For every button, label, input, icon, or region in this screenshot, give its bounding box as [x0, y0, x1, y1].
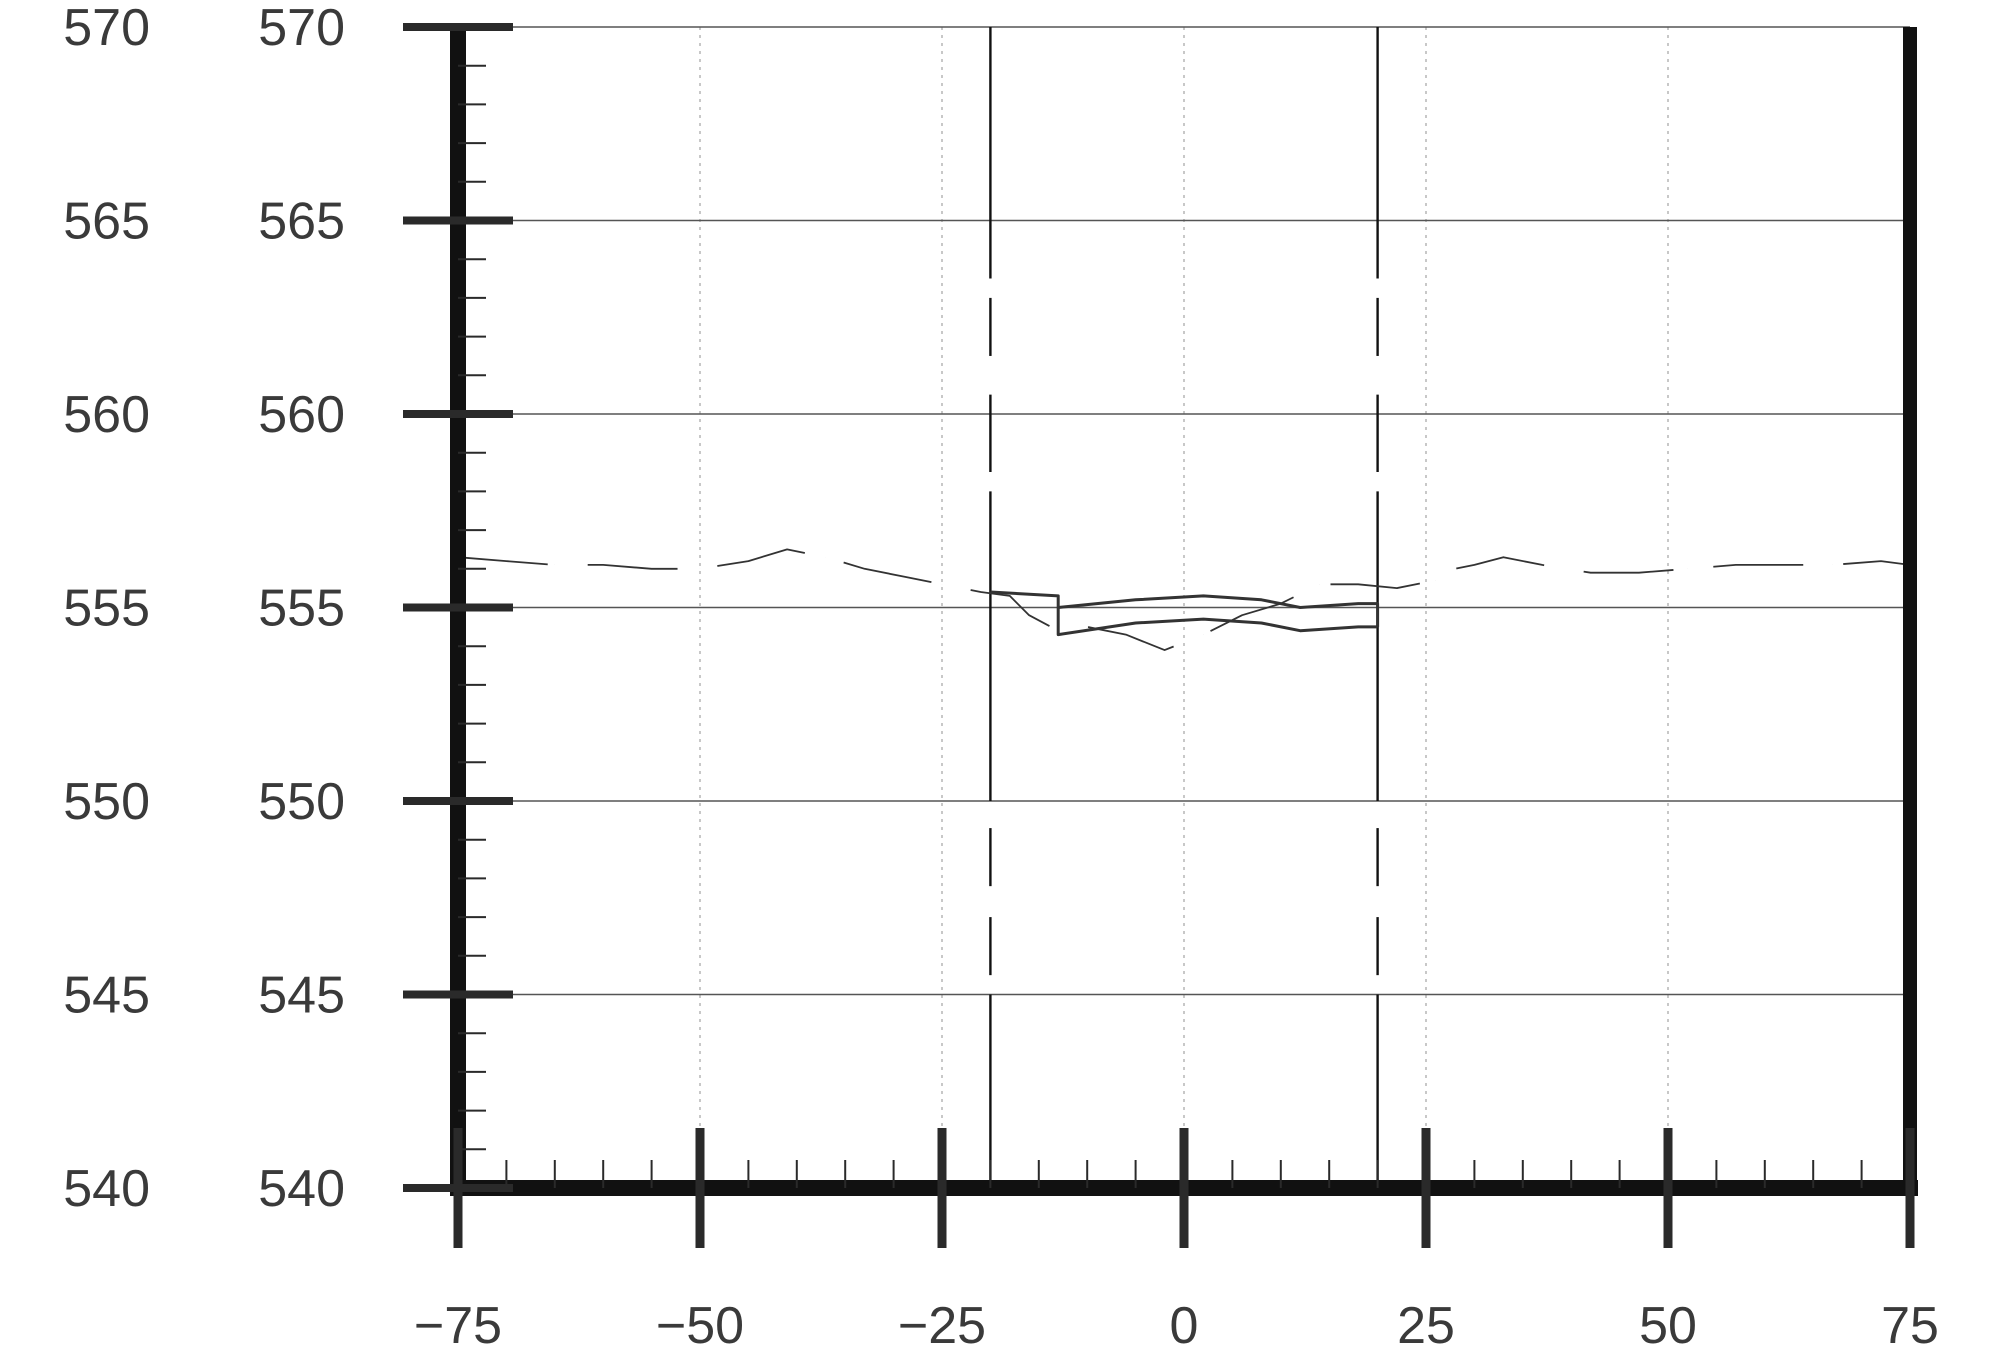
y-tick-label-outer: 560 — [63, 386, 150, 444]
y-tick-label-outer: 550 — [63, 773, 150, 831]
tick-marks — [403, 23, 1915, 1248]
x-tick-label: 0 — [1170, 1297, 1199, 1355]
y-tick-label-inner: 560 — [258, 386, 345, 444]
series-line-3 — [1056, 607, 1378, 637]
y-tick-label-outer: 555 — [63, 580, 150, 638]
y-tick-label-outer: 570 — [63, 0, 150, 57]
y-tick-label-inner: 540 — [258, 1160, 345, 1218]
x-tick-label: −75 — [414, 1297, 502, 1355]
y-tick-label-outer: 545 — [63, 967, 150, 1025]
series-line-1 — [457, 548, 1911, 651]
major-grid — [458, 26, 1910, 996]
series-line-2 — [990, 590, 1380, 627]
y-tick-label-outer: 540 — [63, 1160, 150, 1218]
x-tick-label: −50 — [656, 1297, 744, 1355]
x-tick-label: 75 — [1881, 1297, 1939, 1355]
y-tick-label-inner: 545 — [258, 967, 345, 1025]
x-tick-label: 50 — [1639, 1297, 1697, 1355]
y-tick-label-inner: 555 — [258, 580, 345, 638]
y-tick-label-inner: 565 — [258, 193, 345, 251]
tick-labels: −75 −50 −25 0 25 50 75 570 570 565 565 560 560 555 555… — [63, 0, 1939, 1355]
vertical-markers — [989, 27, 1379, 1188]
y-tick-label-outer: 565 — [63, 193, 150, 251]
y-tick-label-inner: 550 — [258, 773, 345, 831]
x-tick-label: 25 — [1397, 1297, 1455, 1355]
y-tick-label-inner: 570 — [258, 0, 345, 57]
x-tick-label: −25 — [898, 1297, 986, 1355]
